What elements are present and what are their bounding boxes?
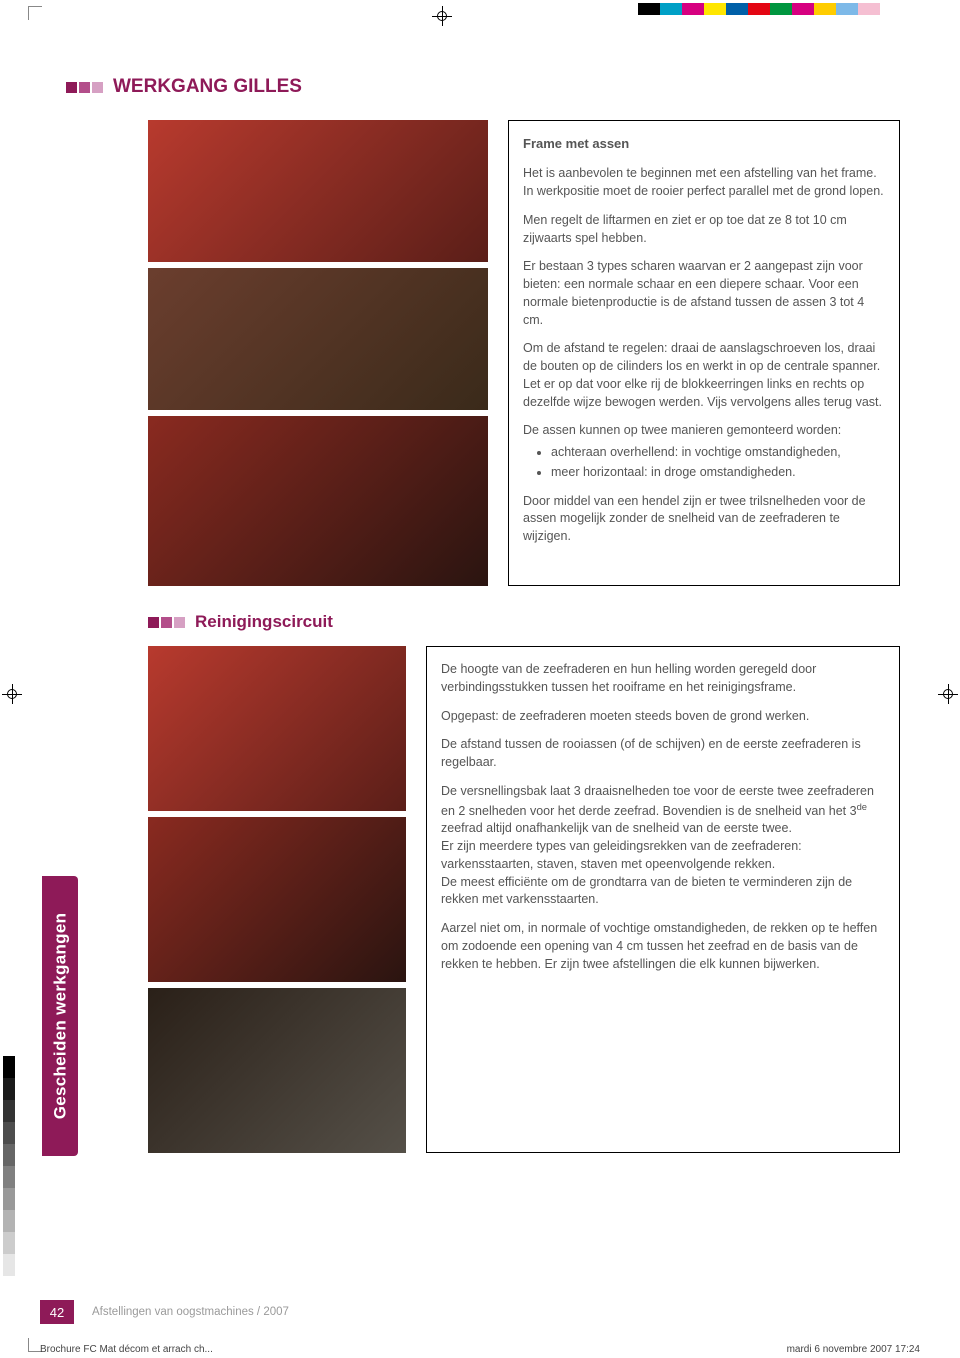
machine-photo bbox=[148, 120, 488, 262]
paragraph: Om de afstand te regelen: draai de aansl… bbox=[523, 340, 885, 411]
paragraph: De assen kunnen op twee manieren gemonte… bbox=[523, 422, 885, 440]
section-title: WERKGANG GILLES bbox=[113, 76, 302, 98]
paragraph: Opgepast: de zeefraderen moeten steeds b… bbox=[441, 708, 885, 726]
machine-photo bbox=[148, 268, 488, 410]
machine-photo bbox=[148, 817, 406, 982]
crop-mark-left bbox=[2, 684, 22, 704]
paragraph: Door middel van een hendel zijn er twee … bbox=[523, 493, 885, 546]
footer-text: Afstellingen van oogstmachines / 2007 bbox=[92, 1306, 289, 1318]
bullet-squares bbox=[148, 617, 185, 628]
side-tab-label: Gescheiden werkgangen bbox=[50, 913, 70, 1120]
file-name: Brochure FC Mat décom et arrach ch... bbox=[40, 1344, 213, 1355]
paragraph: Men regelt de liftarmen en ziet er op to… bbox=[523, 212, 885, 248]
info-box-cleaning: De hoogte van de zeefraderen en hun hell… bbox=[426, 646, 900, 1153]
sub-section-header: Reinigingscircuit bbox=[148, 612, 900, 632]
color-bar bbox=[638, 3, 880, 15]
gray-bar bbox=[3, 1056, 15, 1298]
section-header: WERKGANG GILLES bbox=[66, 76, 900, 98]
crop-mark-top bbox=[432, 6, 452, 26]
sub-section-title: Reinigingscircuit bbox=[195, 612, 333, 632]
paragraph: De versnellingsbak laat 3 draaisnelheden… bbox=[441, 783, 885, 838]
paragraph: De meest efficiënte om de grondtarra van… bbox=[441, 874, 885, 910]
side-tab: Gescheiden werkgangen bbox=[42, 876, 78, 1156]
machine-photo bbox=[148, 646, 406, 811]
crop-mark-right bbox=[938, 684, 958, 704]
machine-photo bbox=[148, 416, 488, 586]
info-box-frame: Frame met assen Het is aanbevolen te beg… bbox=[508, 120, 900, 586]
paragraph: De hoogte van de zeefraderen en hun hell… bbox=[441, 661, 885, 697]
bullet-squares bbox=[66, 82, 103, 93]
machine-photo bbox=[148, 988, 406, 1153]
list-item: achteraan overhellend: in vochtige omsta… bbox=[551, 444, 885, 462]
page-footer: 42 Afstellingen van oogstmachines / 2007 bbox=[40, 1300, 289, 1324]
paragraph: De afstand tussen de rooiassen (of de sc… bbox=[441, 736, 885, 772]
paragraph: Er zijn meerdere types van geleidingsrek… bbox=[441, 838, 885, 874]
file-meta: Brochure FC Mat décom et arrach ch... ma… bbox=[40, 1344, 920, 1355]
box-heading: Frame met assen bbox=[523, 135, 885, 153]
list-item: meer horizontaal: in droge omstandighede… bbox=[551, 464, 885, 482]
paragraph: Aarzel niet om, in normale of vochtige o… bbox=[441, 920, 885, 973]
page-number: 42 bbox=[40, 1300, 74, 1324]
bullet-list: achteraan overhellend: in vochtige omsta… bbox=[523, 444, 885, 482]
paragraph: Het is aanbevolen te beginnen met een af… bbox=[523, 165, 885, 201]
paragraph: Er bestaan 3 types scharen waarvan er 2 … bbox=[523, 258, 885, 329]
trim-corner-tl bbox=[28, 6, 42, 20]
file-timestamp: mardi 6 novembre 2007 17:24 bbox=[787, 1344, 920, 1355]
